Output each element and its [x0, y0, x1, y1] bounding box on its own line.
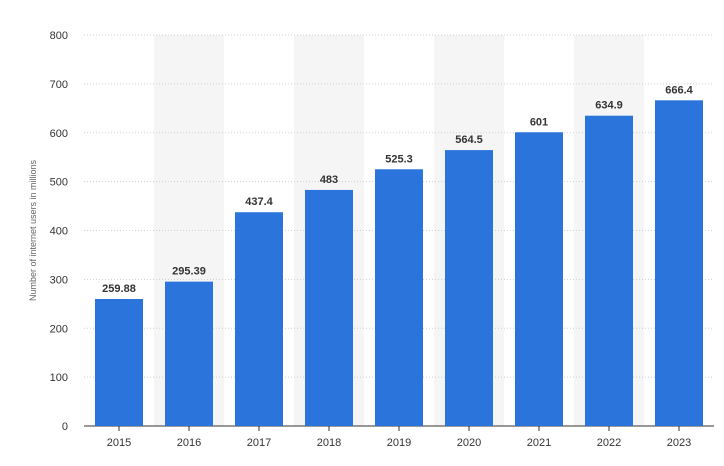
- x-tick-label-2021: 2021: [527, 437, 551, 449]
- x-tick-label-2018: 2018: [317, 437, 341, 449]
- y-tick-label-500: 500: [50, 177, 68, 189]
- y-axis-title: Number of internet users in millions: [28, 159, 38, 301]
- value-label-2020: 564.5: [455, 134, 483, 146]
- y-tick-label-600: 600: [50, 128, 68, 140]
- x-tick-label-2022: 2022: [597, 437, 621, 449]
- bar-2021: [515, 132, 563, 427]
- value-label-2019: 525.3: [385, 153, 413, 165]
- x-tick-label-2019: 2019: [387, 437, 411, 449]
- x-axis: 2015 2016 2017 2018 2019 2020 2021 2022 2023: [107, 426, 691, 449]
- bar-2019: [375, 169, 423, 426]
- y-tick-label-700: 700: [50, 79, 68, 91]
- y-tick-label-400: 400: [50, 226, 68, 238]
- bar-2018: [305, 189, 353, 426]
- y-tick-label-300: 300: [50, 274, 68, 286]
- x-tick-label-2017: 2017: [247, 437, 271, 449]
- bar-2015: [95, 298, 143, 426]
- y-axis: 0 100 200 300 400 500 600 700 800: [50, 30, 68, 433]
- x-tick-label-2020: 2020: [457, 437, 481, 449]
- y-tick-label-100: 100: [50, 372, 68, 384]
- x-tick-label-2016: 2016: [177, 437, 201, 449]
- value-label-2023: 666.4: [665, 84, 693, 96]
- value-label-2021: 601: [530, 116, 548, 128]
- value-label-2016: 295.39: [172, 266, 206, 278]
- value-labels: 259.88 295.39 437.4 483 525.3 564.5 601 634.9 66…: [102, 84, 693, 295]
- bar-2016: [165, 281, 213, 426]
- y-tick-label-800: 800: [50, 30, 68, 42]
- value-label-2017: 437.4: [245, 196, 273, 208]
- value-label-2015: 259.88: [102, 283, 136, 295]
- bars: [95, 100, 703, 427]
- value-label-2022: 634.9: [595, 100, 623, 112]
- x-tick-label-2023: 2023: [667, 437, 691, 449]
- value-label-2018: 483: [320, 174, 338, 186]
- bar-2022: [585, 115, 633, 426]
- bar-2017: [235, 212, 283, 426]
- bar-2020: [445, 150, 493, 426]
- bar-2023: [655, 100, 703, 426]
- y-tick-label-0: 0: [62, 421, 68, 433]
- y-tick-label-200: 200: [50, 323, 68, 335]
- x-tick-label-2015: 2015: [107, 437, 131, 449]
